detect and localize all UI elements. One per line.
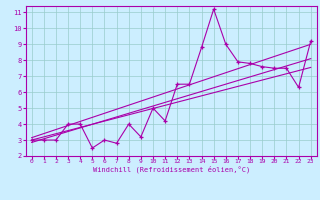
- X-axis label: Windchill (Refroidissement éolien,°C): Windchill (Refroidissement éolien,°C): [92, 166, 250, 173]
